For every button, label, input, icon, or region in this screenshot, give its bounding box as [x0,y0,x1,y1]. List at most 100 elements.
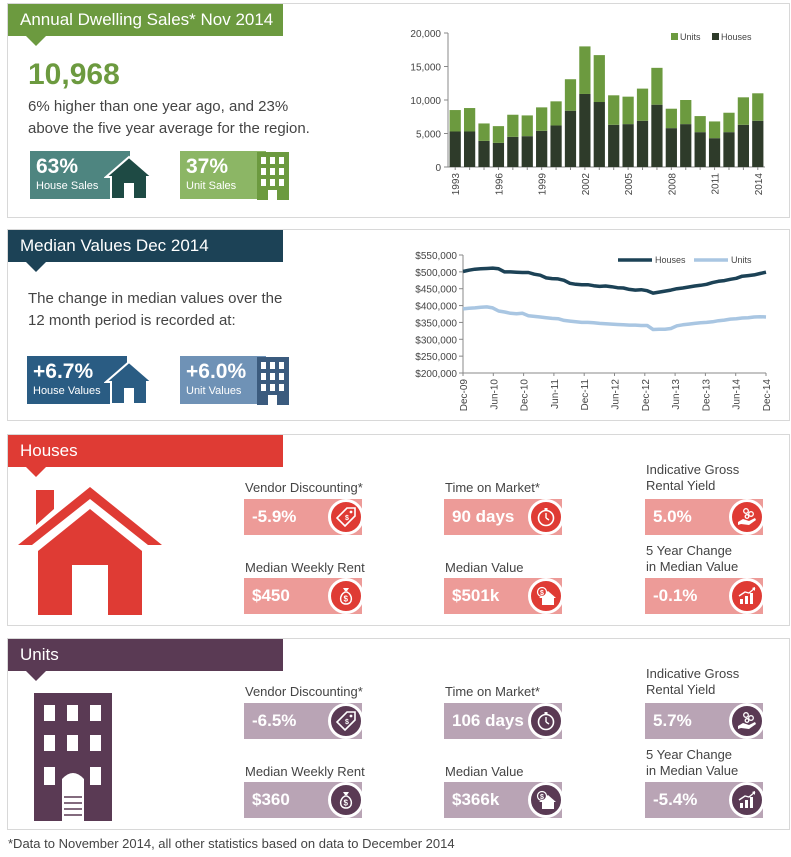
legend-label-houses: Houses [655,255,686,265]
svg-text:$: $ [345,719,349,726]
legend-swatch-houses [712,33,719,40]
x-tick-label: Dec-10 [520,379,531,412]
unit-vendor-label: Vendor Discounting* [245,684,363,699]
median-title: Median Values Dec 2014 [8,230,283,272]
house-vendor-circle: $ [328,499,364,535]
unit-change-label-line2: in Median Value [646,763,739,778]
bar-units-2005 [622,96,634,125]
bar-houses-1995 [478,140,490,167]
unit-yield-label-line2: Rental Yield [646,682,716,697]
bar-units-1999 [536,107,548,131]
svg-text:$: $ [540,794,544,801]
house-values-pct: +6.7% [33,360,94,383]
unit-vendor-circle: $ [328,703,364,739]
house-values-label: House Values [33,385,101,397]
house-sales-label: House Sales [36,180,99,192]
x-tick-label: Dec-13 [701,379,712,412]
house-rent-circle: $ [328,578,364,614]
svg-text:$: $ [344,595,349,604]
bar-units-1996 [492,126,505,143]
svg-text:$: $ [345,515,349,522]
median-line-chart: $200,000 $250,000 $300,000 $350,000 $400,000… [415,251,773,412]
unit-tom-circle [528,703,564,739]
x-tick-label: 2005 [624,173,635,196]
y-tick-label: $500,000 [415,268,457,279]
bar-houses-1994 [463,131,476,167]
y-tick-label: $250,000 [415,352,457,363]
sales-description: 6% higher than one year ago, and 23% abo… [28,96,310,140]
house-yield-label-line1: Indicative Gross [646,462,740,477]
unit-yield-label: Indicative Gross Rental Yield [646,666,739,698]
house-dollar-icon: $ [536,586,556,605]
y-tick-label: $300,000 [415,335,457,346]
money-bag-icon: $ [339,588,353,605]
house-yield-label-line2: Rental Yield [646,478,716,493]
sales-desc-line2: above the five year average for the regi… [28,120,310,137]
unit-yield-label-line1: Indicative Gross [646,666,740,681]
bar-houses-1993 [449,131,461,167]
bar-units-2010 [694,116,706,133]
apartment-icon [257,357,289,405]
x-tick-label: 1999 [538,173,549,196]
bar-units-2014 [752,93,764,121]
x-tick-label: 1993 [451,173,462,196]
median-desc-line1: The change in median values over the [28,290,283,307]
line-houses [462,266,767,295]
bar-houses-2001 [564,110,577,167]
x-tick-label: 2008 [667,173,678,196]
x-tick-label: 2014 [754,173,765,196]
bar-houses-1997 [507,136,519,167]
sales-title: Annual Dwelling Sales* Nov 2014 [8,4,283,46]
bar-units-2009 [680,100,692,125]
bar-units-2002 [579,46,591,94]
house-sales-pct: 63% [36,155,79,178]
bar-units-2000 [550,101,562,126]
bar-units-2007 [651,67,663,105]
bar-units-1995 [478,123,490,141]
growth-chart-icon [738,791,756,808]
x-tick-label: Dec-11 [580,379,591,411]
svg-text:$: $ [344,799,349,808]
bar-houses-2000 [550,125,562,167]
bar-units-2003 [593,55,605,103]
unit-rent-label: Median Weekly Rent [245,764,365,779]
unit-change-label-line1: 5 Year Change [646,747,733,762]
stopwatch-icon [537,712,555,731]
unit-change-circle [729,782,765,818]
x-tick-label: Jun-11 [550,379,561,409]
x-tick-label: Jun-13 [671,379,682,410]
x-tick-label: 2002 [581,173,592,196]
house-rent-label: Median Weekly Rent [245,560,365,575]
svg-text:$: $ [540,590,544,597]
growth-chart-icon [738,587,756,604]
median-desc-line2: 12 month period is recorded at: [28,312,236,329]
y-tick-label: $450,000 [415,285,457,296]
house-mv-label: Median Value [445,560,524,575]
sales-desc-line1: 6% higher than one year ago, and 23% [28,98,289,115]
house-change-label: 5 Year Change in Median Value [646,543,738,575]
y-tick-label: 15,000 [410,63,441,74]
bar-units-1998 [521,115,533,137]
bar-houses-2004 [608,124,620,167]
unit-values-chip: +6.0% Unit Values [180,356,266,404]
house-tom-circle [528,499,564,535]
sales-bar-chart: 0 5,000 10,000 15,000 20,000 1993 1996 1999 2002… [410,29,765,196]
house-vendor-label: Vendor Discounting* [245,480,363,495]
x-tick-label: Dec-14 [762,379,773,412]
house-dollar-icon: $ [536,790,556,809]
unit-change-label: 5 Year Change in Median Value [646,747,738,779]
bar-units-2013 [737,97,750,125]
bar-units-1994 [463,108,476,132]
units-title: Units [8,639,283,681]
unit-values-pct: +6.0% [186,360,247,383]
unit-sales-chip: 37% Unit Sales [180,151,266,199]
legend-label-houses: Houses [721,32,752,42]
house-change-label-line2: in Median Value [646,559,739,574]
bar-houses-2005 [622,124,634,167]
unit-mv-circle: $ [528,782,564,818]
house-values-chip: +6.7% House Values [27,356,127,404]
stopwatch-icon [537,508,555,527]
bar-houses-2014 [752,120,764,167]
hand-coins-icon [738,712,756,729]
median-description: The change in median values over the 12 … [28,288,282,332]
